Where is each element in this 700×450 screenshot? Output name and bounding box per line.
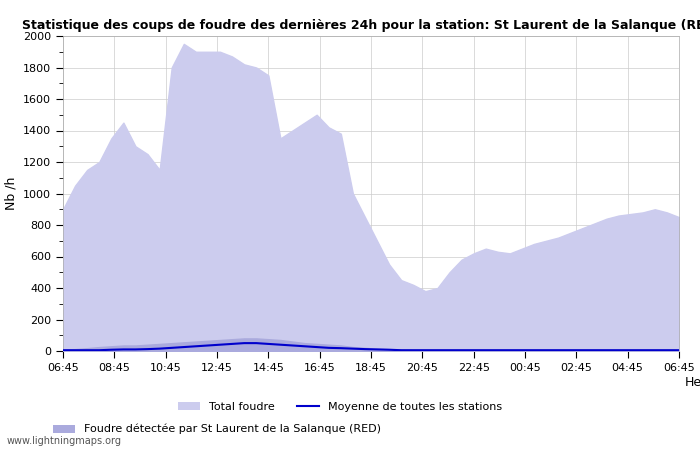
Y-axis label: Nb /h: Nb /h (4, 177, 18, 210)
Text: www.lightningmaps.org: www.lightningmaps.org (7, 436, 122, 446)
Legend: Foudre détectée par St Laurent de la Salanque (RED): Foudre détectée par St Laurent de la Sal… (48, 419, 386, 439)
Title: Statistique des coups de foudre des dernières 24h pour la station: St Laurent de: Statistique des coups de foudre des dern… (22, 19, 700, 32)
Text: Heure: Heure (685, 376, 700, 389)
